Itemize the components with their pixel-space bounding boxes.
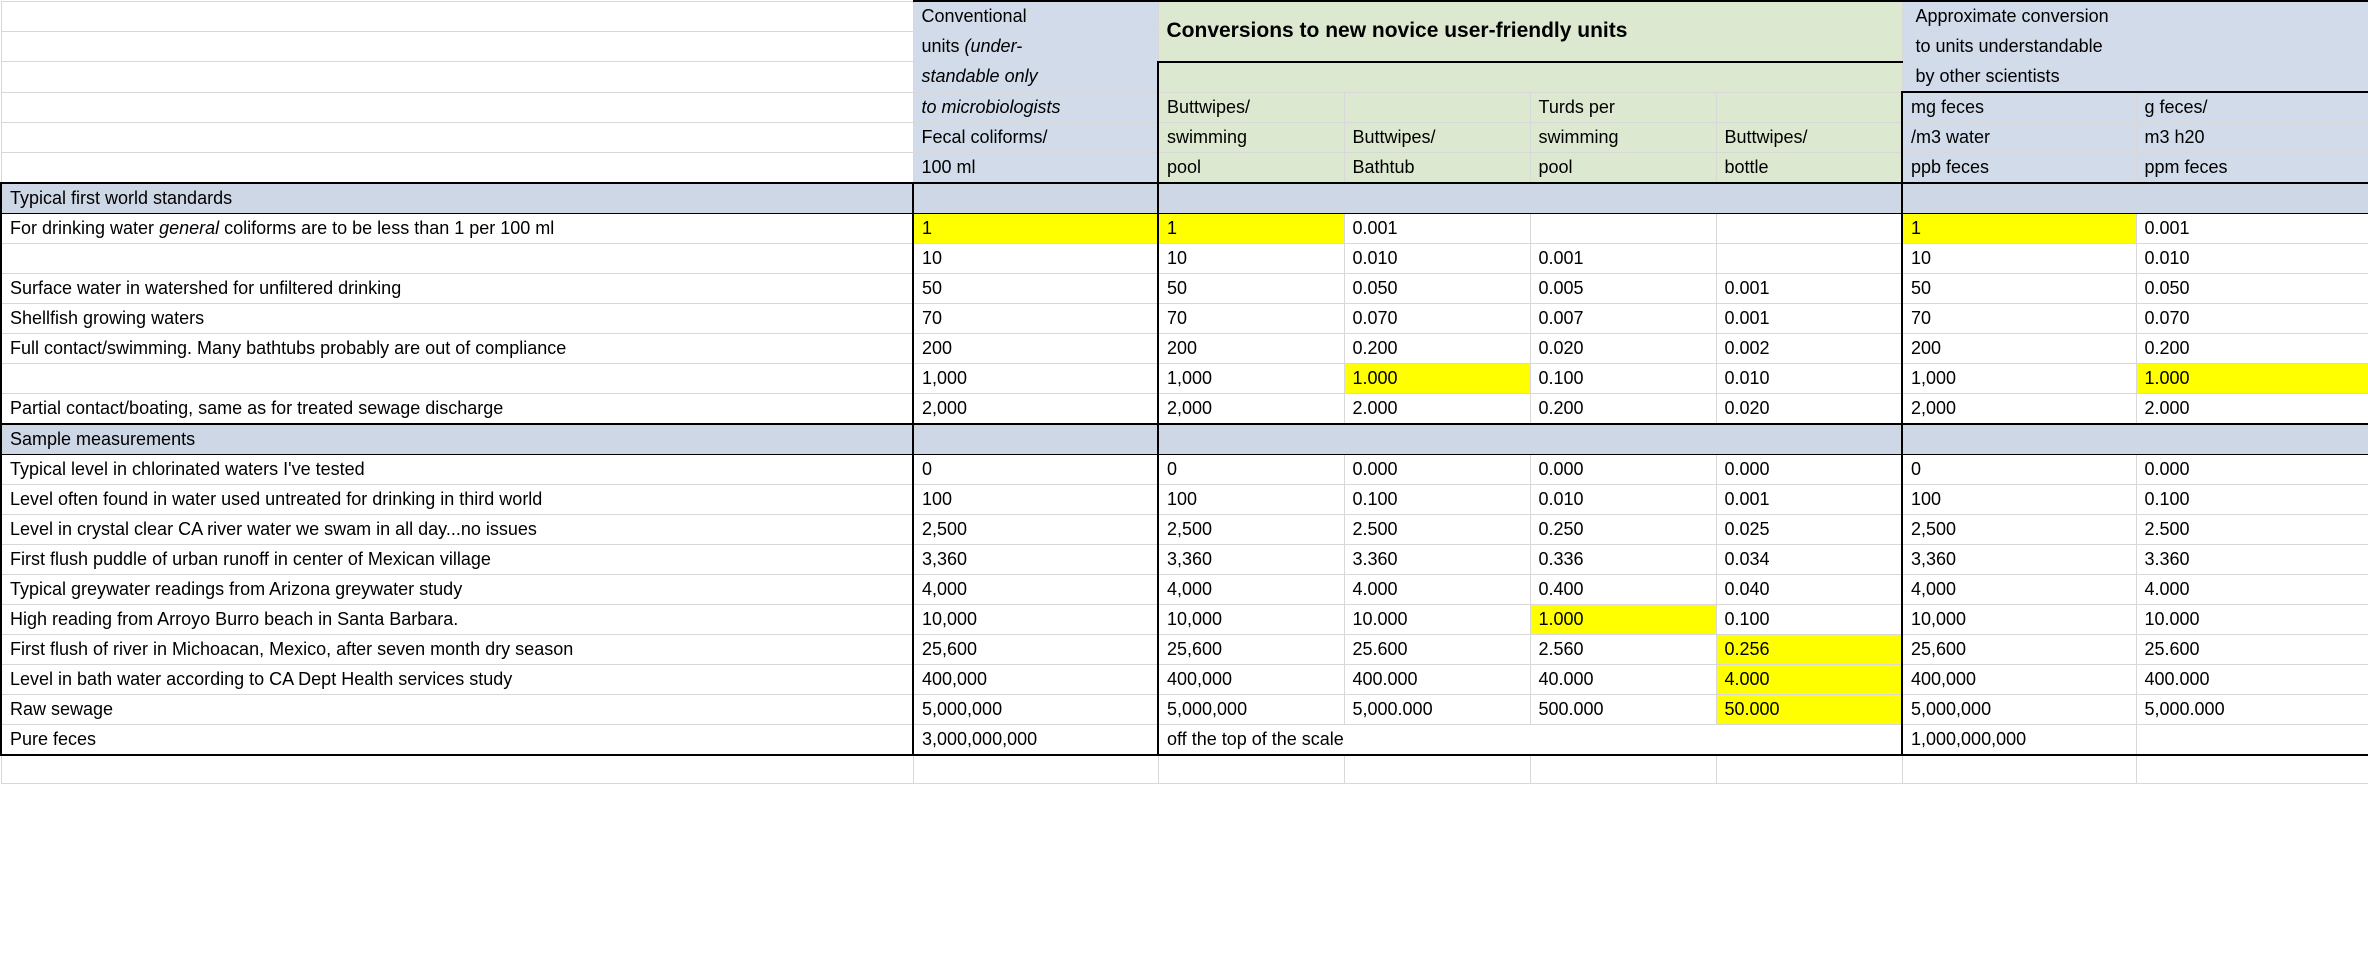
table-row: First flush of river in Michoacan, Mexic…	[1, 635, 2368, 665]
table-row: Level often found in water used untreate…	[1, 485, 2368, 515]
table-row: Full contact/swimming. Many bathtubs pro…	[1, 334, 2368, 364]
section-header: Typical first world standards	[1, 183, 913, 214]
table-row: 10 10 0.010 0.001 10 0.010	[1, 244, 2368, 274]
table-row: Raw sewage 5,000,000 5,000,000 5,000.000…	[1, 695, 2368, 725]
table-row: Level in bath water according to CA Dept…	[1, 665, 2368, 695]
table-row: Surface water in watershed for unfiltere…	[1, 274, 2368, 304]
table-row: Typical greywater readings from Arizona …	[1, 575, 2368, 605]
table-row: Typical level in chlorinated waters I've…	[1, 455, 2368, 485]
table-row: 1,000 1,000 1.000 0.100 0.010 1,000 1.00…	[1, 364, 2368, 394]
section-header: Sample measurements	[1, 424, 913, 455]
table-row: Partial contact/boating, same as for tre…	[1, 394, 2368, 425]
table-row: High reading from Arroyo Burro beach in …	[1, 605, 2368, 635]
table-row: Shellfish growing waters 70 70 0.070 0.0…	[1, 304, 2368, 334]
table-row: Pure feces 3,000,000,000 off the top of …	[1, 725, 2368, 756]
table-row: Level in crystal clear CA river water we…	[1, 515, 2368, 545]
spreadsheet-table: Conventional Conversions to new novice u…	[0, 0, 2368, 784]
table-row: First flush puddle of urban runoff in ce…	[1, 545, 2368, 575]
table-row: For drinking water general coliforms are…	[1, 214, 2368, 244]
